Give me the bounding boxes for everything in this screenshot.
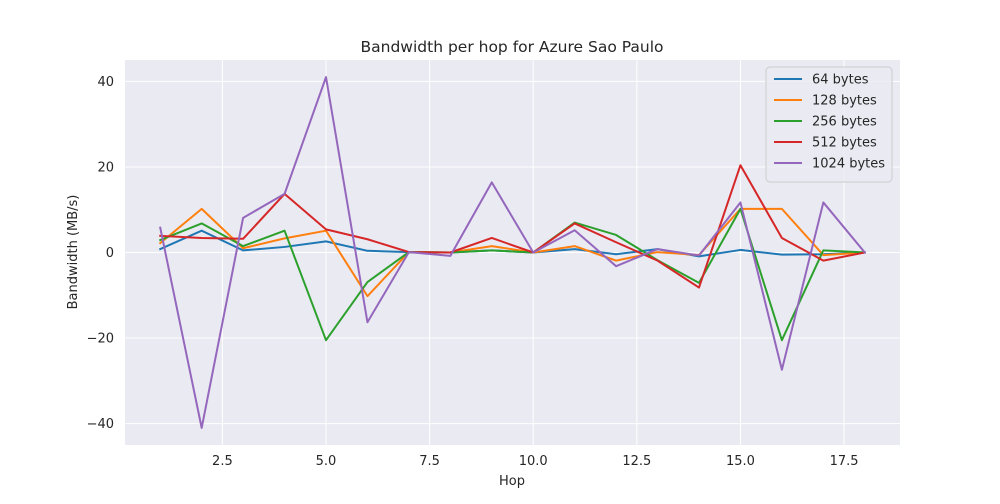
legend-label: 256 bytes xyxy=(812,115,877,130)
x-tick-label: 2.5 xyxy=(212,454,233,469)
x-axis-ticks: 2.5 5.0 7.5 10.0 12.5 15.0 17.5 xyxy=(212,454,858,469)
series-lines xyxy=(158,76,867,429)
legend-box xyxy=(765,66,893,183)
legend-label: 128 bytes xyxy=(812,94,877,109)
y-tick-label: 40 xyxy=(97,75,114,90)
series-line-1024-bytes xyxy=(159,76,867,429)
x-axis-label: Hop xyxy=(499,474,525,489)
legend-label: 64 bytes xyxy=(812,73,869,88)
legend-label: 512 bytes xyxy=(812,136,877,151)
y-tick-label: −40 xyxy=(87,417,114,432)
x-tick-label: 12.5 xyxy=(622,454,651,469)
series-line-512-bytes xyxy=(159,164,866,289)
y-axis-ticks: −40 −20 0 20 40 xyxy=(87,75,114,432)
y-tick-label: 20 xyxy=(97,160,114,175)
x-tick-label: 10.0 xyxy=(519,454,548,469)
y-tick-label: 0 xyxy=(106,246,114,261)
x-tick-label: 7.5 xyxy=(419,454,440,469)
y-axis-label: Bandwidth (MB/s) xyxy=(66,195,81,310)
legend-label: 1024 bytes xyxy=(812,157,885,172)
x-tick-label: 5.0 xyxy=(316,454,337,469)
x-tick-label: 15.0 xyxy=(726,454,755,469)
chart-title: Bandwidth per hop for Azure Sao Paulo xyxy=(361,38,664,56)
legend: 64 bytes 128 bytes 256 bytes 512 bytes 1024 … xyxy=(765,66,893,183)
series-line-128-bytes xyxy=(158,207,866,298)
x-tick-label: 17.5 xyxy=(830,454,859,469)
y-tick-label: −20 xyxy=(87,332,114,347)
